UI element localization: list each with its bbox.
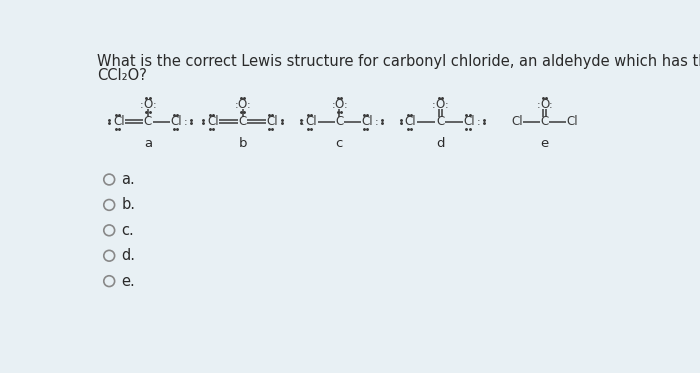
Text: :: : — [477, 117, 481, 127]
Text: :: : — [247, 100, 251, 110]
Text: C: C — [144, 115, 152, 128]
Text: :: : — [549, 100, 553, 110]
Text: :: : — [537, 100, 540, 110]
Text: a.: a. — [122, 172, 135, 187]
Text: :: : — [331, 100, 335, 110]
Text: e: e — [540, 137, 549, 150]
Text: O: O — [238, 98, 247, 111]
Text: :: : — [300, 117, 304, 127]
Text: Cl: Cl — [361, 115, 373, 128]
Text: Cl: Cl — [567, 115, 578, 128]
Text: O: O — [335, 98, 344, 111]
Text: a: a — [144, 137, 152, 150]
Text: Cl: Cl — [266, 115, 278, 128]
Text: d.: d. — [122, 248, 136, 263]
Text: :: : — [444, 100, 448, 110]
Text: :: : — [374, 117, 379, 127]
Text: e.: e. — [122, 274, 135, 289]
Text: b.: b. — [122, 197, 136, 212]
Text: :: : — [234, 100, 238, 110]
Text: d: d — [436, 137, 445, 150]
Text: Cl: Cl — [171, 115, 183, 128]
Text: :: : — [184, 117, 188, 127]
Text: O: O — [144, 98, 153, 111]
Text: CCl₂O?: CCl₂O? — [97, 68, 147, 83]
Text: Cl: Cl — [511, 115, 523, 128]
Text: Cl: Cl — [306, 115, 317, 128]
Text: Cl: Cl — [464, 115, 475, 128]
Text: Cl: Cl — [405, 115, 416, 128]
Text: c: c — [336, 137, 343, 150]
Text: What is the correct Lewis structure for carbonyl chloride, an aldehyde which has: What is the correct Lewis structure for … — [97, 54, 700, 69]
Text: c.: c. — [122, 223, 134, 238]
Text: :: : — [140, 100, 143, 110]
Text: :: : — [153, 100, 156, 110]
Text: C: C — [540, 115, 549, 128]
Text: b: b — [238, 137, 246, 150]
Text: Cl: Cl — [207, 115, 219, 128]
Text: C: C — [335, 115, 344, 128]
Text: :: : — [400, 117, 403, 127]
Text: O: O — [540, 98, 550, 111]
Text: Cl: Cl — [113, 115, 125, 128]
Text: O: O — [435, 98, 444, 111]
Text: C: C — [436, 115, 445, 128]
Text: :: : — [344, 100, 347, 110]
Text: :: : — [432, 100, 435, 110]
Text: C: C — [239, 115, 246, 128]
